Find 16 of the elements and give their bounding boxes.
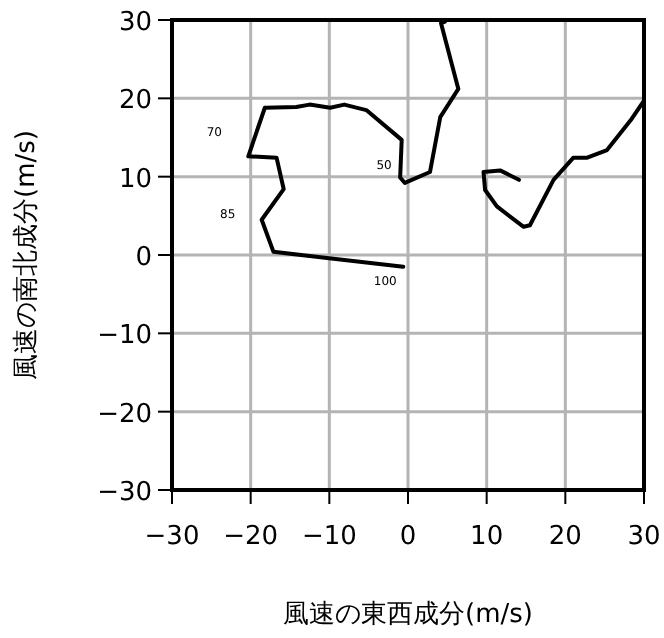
x-tick-label: 10 [470,522,504,552]
x-tick-label: 20 [548,522,582,552]
y-tick-label: −10 [97,321,152,352]
y-tick-label: 20 [118,86,152,117]
x-tick-label: 0 [399,522,417,552]
y-tick-label: 0 [135,243,152,273]
y-tick-label: −30 [97,478,152,508]
x-axis-title: 風速の東西成分(m/s) [283,600,533,630]
y-axis-title: 風速の南北成分(m/s) [12,130,42,380]
x-tick-label: 30 [627,522,661,552]
y-tick-label: −20 [97,399,152,430]
y-tick-label: 10 [118,164,152,195]
x-tick-label: −10 [301,522,357,552]
x-tick-label: −20 [223,522,279,552]
x-tick-label: −30 [144,522,200,552]
y-tick-label: 30 [118,8,152,38]
